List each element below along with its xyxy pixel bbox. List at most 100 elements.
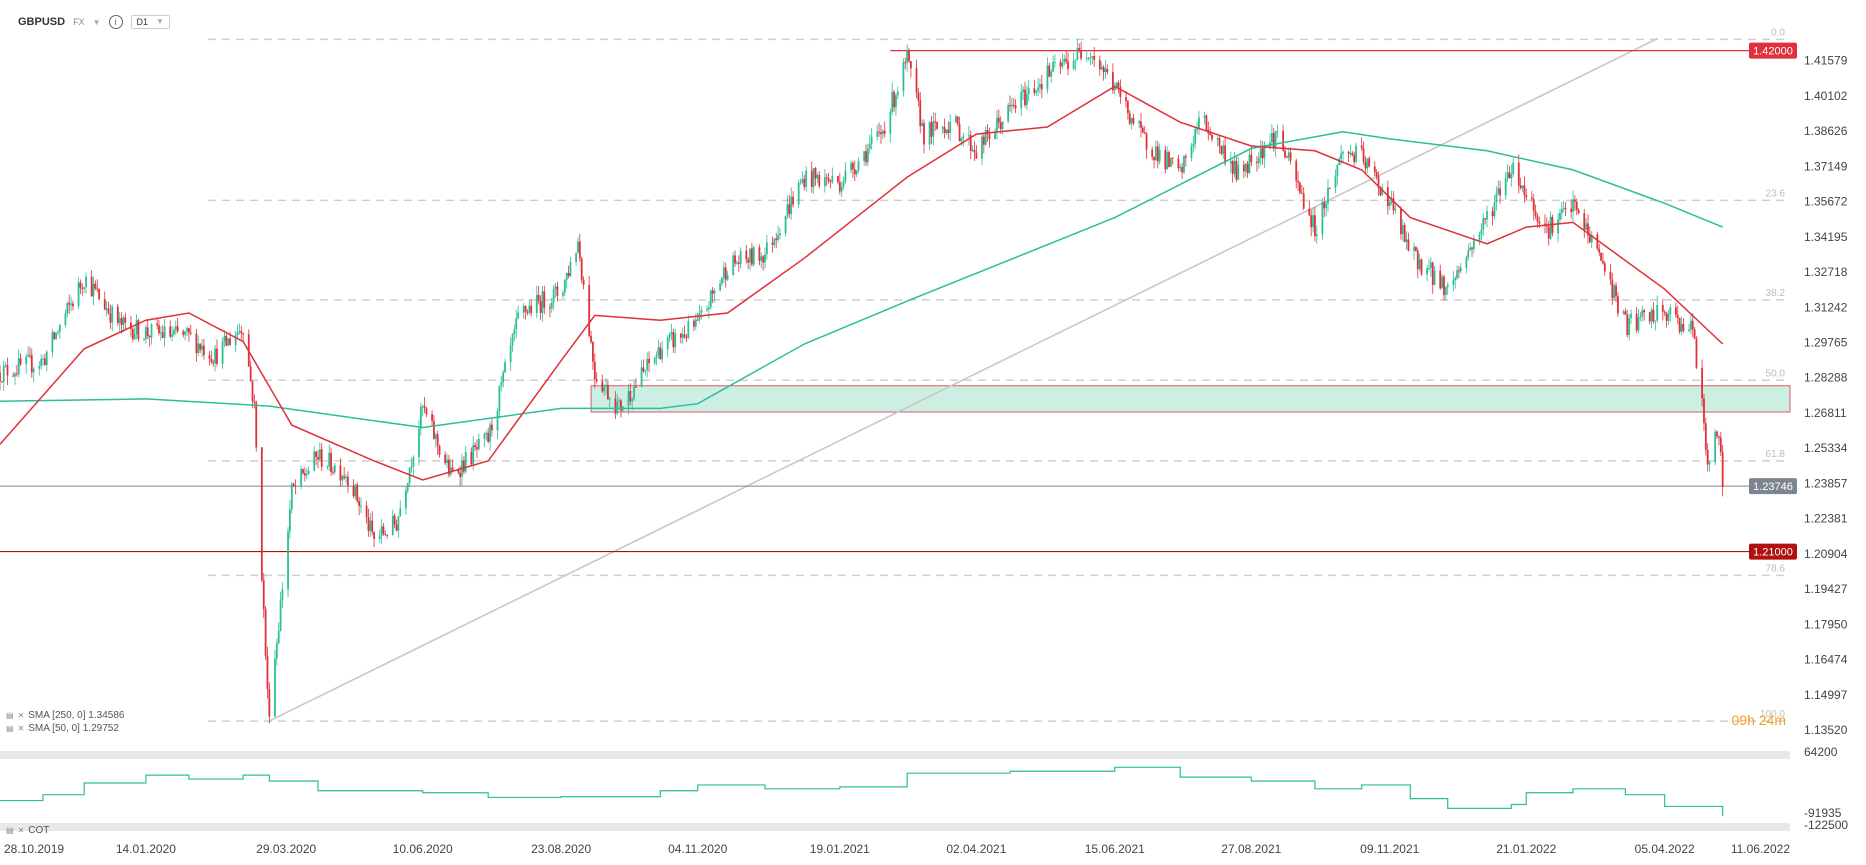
candle-body bbox=[79, 282, 82, 288]
candle-body bbox=[242, 333, 245, 335]
candle-body bbox=[202, 345, 205, 356]
candle-body bbox=[1469, 247, 1472, 251]
candle-body bbox=[575, 252, 577, 262]
candle-timer: 09h 24m bbox=[1731, 712, 1786, 728]
candle bbox=[1270, 123, 1273, 147]
candle bbox=[103, 291, 106, 310]
candle-body bbox=[1433, 270, 1436, 285]
candle-body bbox=[752, 247, 755, 265]
candle-body bbox=[620, 400, 622, 411]
candle bbox=[290, 482, 293, 514]
candle-body bbox=[328, 452, 331, 467]
candle-body bbox=[1656, 304, 1659, 321]
candle bbox=[470, 447, 473, 467]
candle-body bbox=[1284, 150, 1286, 158]
candle bbox=[367, 508, 370, 537]
candle-body bbox=[1368, 158, 1371, 167]
symbol-label[interactable]: GBPUSD bbox=[18, 16, 66, 28]
candle-body bbox=[1246, 163, 1249, 174]
candle-body bbox=[893, 91, 895, 108]
candle bbox=[981, 133, 983, 165]
candle bbox=[135, 314, 138, 340]
candle bbox=[762, 254, 765, 271]
candle-body bbox=[515, 318, 518, 330]
candle bbox=[803, 174, 806, 191]
candle-body bbox=[870, 136, 873, 144]
candle-body bbox=[1585, 223, 1588, 230]
candle bbox=[629, 383, 632, 406]
close-icon[interactable]: ✕ bbox=[17, 826, 25, 835]
timeframe-select[interactable]: D1 ▼ bbox=[130, 15, 170, 29]
candle-body bbox=[530, 305, 533, 314]
candle-body bbox=[605, 384, 607, 387]
candle-body bbox=[1603, 263, 1606, 272]
candle bbox=[724, 262, 727, 288]
candle bbox=[1661, 298, 1664, 321]
candle bbox=[1125, 91, 1127, 108]
candle bbox=[588, 275, 591, 338]
candle-body bbox=[1155, 146, 1157, 161]
candle-body bbox=[1080, 50, 1083, 59]
candle bbox=[947, 121, 950, 140]
candle-body bbox=[249, 366, 252, 382]
candle bbox=[827, 172, 830, 184]
price-tag: 1.21000 bbox=[1749, 543, 1797, 560]
candle-body bbox=[805, 170, 808, 187]
cot-legend[interactable]: ▤ ✕ COT bbox=[6, 825, 49, 836]
close-icon[interactable]: ✕ bbox=[17, 724, 25, 733]
candle bbox=[111, 304, 114, 332]
candle bbox=[1557, 213, 1559, 243]
candle-body bbox=[1145, 133, 1148, 150]
candle-body bbox=[915, 68, 918, 93]
chart-toolbar: GBPUSD FX ▼ i D1 ▼ bbox=[18, 12, 170, 32]
candle bbox=[489, 421, 491, 451]
candle bbox=[1600, 252, 1602, 262]
candle bbox=[423, 397, 426, 414]
candle bbox=[644, 370, 647, 376]
candle-body bbox=[111, 306, 114, 323]
candle-body bbox=[184, 331, 187, 335]
candle bbox=[81, 283, 84, 296]
candle-body bbox=[43, 358, 46, 365]
candle-body bbox=[644, 370, 647, 372]
candle bbox=[1231, 159, 1234, 183]
indicator-legend-sma250[interactable]: ▤ ✕ SMA [250, 0] 1.34586 bbox=[6, 710, 124, 721]
candle bbox=[343, 467, 346, 481]
y-tick-label: 1.34195 bbox=[1804, 230, 1848, 244]
candle-body bbox=[399, 508, 402, 517]
chevron-down-icon[interactable]: ▼ bbox=[92, 17, 101, 27]
candle-body bbox=[352, 485, 355, 497]
candle bbox=[1168, 150, 1170, 168]
candle-body bbox=[921, 123, 924, 127]
candle-body bbox=[792, 196, 794, 205]
candle bbox=[1506, 164, 1509, 183]
candle bbox=[1570, 199, 1573, 219]
candle-body bbox=[1615, 285, 1617, 297]
candle-body bbox=[1377, 176, 1380, 188]
candle-body bbox=[685, 336, 688, 338]
candle-body bbox=[313, 451, 316, 471]
list-icon[interactable]: ▤ bbox=[6, 724, 14, 733]
candle bbox=[1656, 295, 1659, 323]
candle-body bbox=[1169, 157, 1172, 167]
list-icon[interactable]: ▤ bbox=[6, 711, 14, 720]
candle bbox=[85, 272, 87, 294]
close-icon[interactable]: ✕ bbox=[17, 711, 25, 720]
indicator-legend-sma50[interactable]: ▤ ✕ SMA [50, 0] 1.29752 bbox=[6, 723, 119, 734]
candle-body bbox=[1669, 307, 1672, 315]
candle-body bbox=[1117, 82, 1120, 87]
candle bbox=[1544, 214, 1546, 234]
candle bbox=[1617, 292, 1619, 317]
candle-body bbox=[541, 291, 544, 313]
list-icon[interactable]: ▤ bbox=[6, 826, 14, 835]
info-icon[interactable]: i bbox=[108, 15, 123, 29]
candle bbox=[863, 150, 866, 166]
candle bbox=[1480, 223, 1483, 241]
candle bbox=[1040, 75, 1043, 99]
candle-body bbox=[1250, 154, 1253, 163]
chevron-down-icon: ▼ bbox=[156, 17, 164, 26]
candle bbox=[973, 141, 976, 162]
candle-body bbox=[292, 483, 295, 486]
candle-body bbox=[1716, 431, 1718, 437]
